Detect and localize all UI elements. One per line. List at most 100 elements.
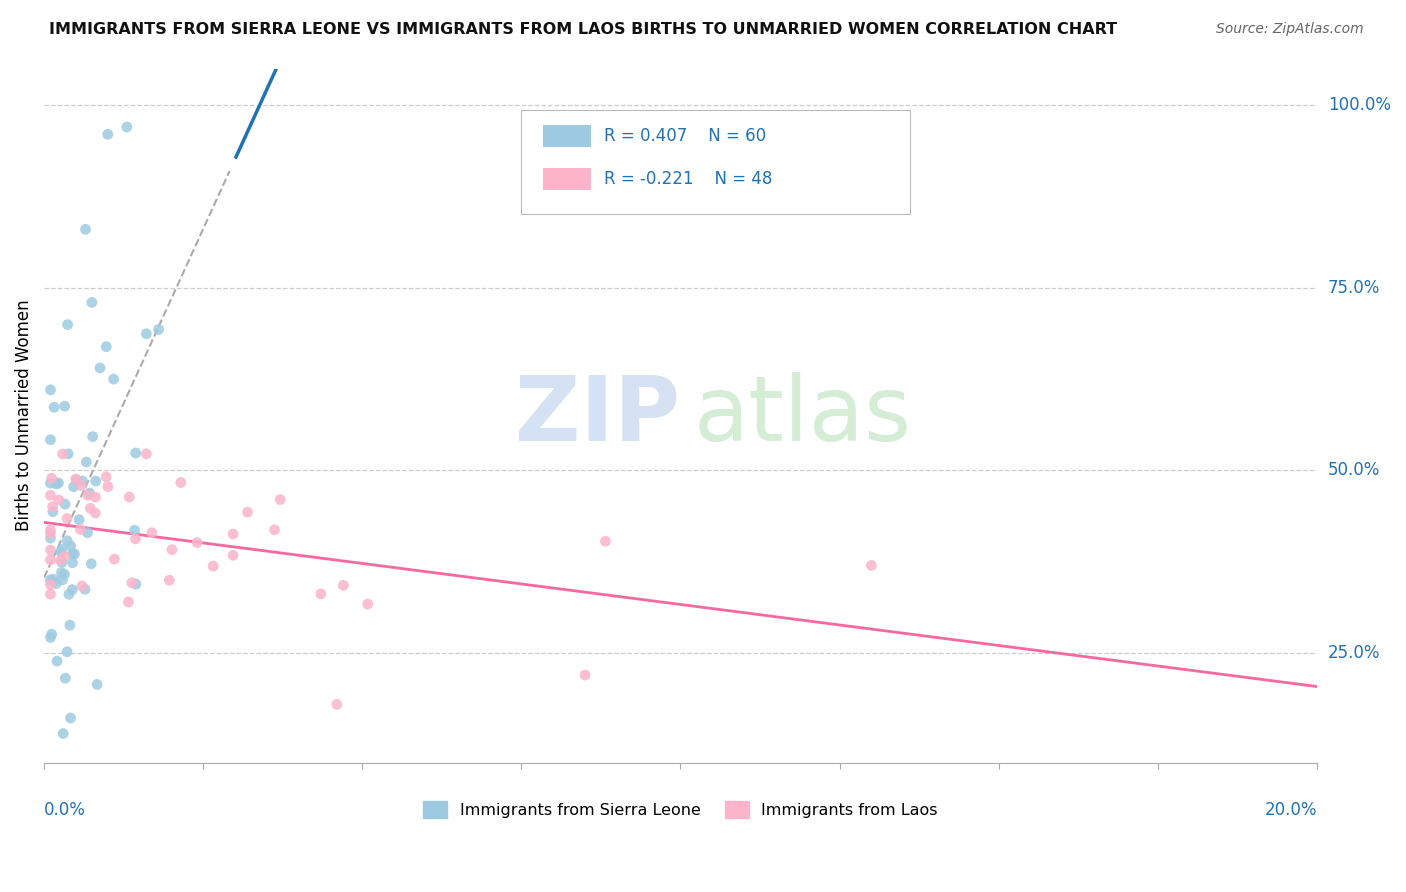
Point bbox=[59, 618, 82, 632]
Point bbox=[160, 542, 183, 557]
Point bbox=[39, 488, 62, 502]
Point bbox=[53, 671, 76, 685]
Point bbox=[263, 523, 285, 537]
Point bbox=[125, 446, 148, 460]
Point bbox=[45, 576, 67, 591]
Point bbox=[60, 547, 83, 561]
Point bbox=[79, 501, 101, 516]
Point bbox=[39, 543, 62, 558]
Point bbox=[97, 480, 120, 494]
Point bbox=[574, 668, 596, 682]
Point bbox=[39, 476, 62, 491]
Point bbox=[80, 557, 103, 571]
Text: atlas: atlas bbox=[693, 372, 911, 459]
Point bbox=[124, 523, 146, 537]
Point bbox=[73, 582, 96, 597]
Point bbox=[52, 447, 75, 461]
Point bbox=[309, 587, 332, 601]
Point bbox=[170, 475, 193, 490]
Point bbox=[269, 492, 291, 507]
Bar bbox=[543, 125, 592, 147]
Point bbox=[222, 549, 245, 563]
Text: ZIP: ZIP bbox=[516, 372, 681, 459]
FancyBboxPatch shape bbox=[522, 111, 910, 214]
Point bbox=[53, 399, 76, 413]
Point bbox=[56, 533, 79, 548]
Point bbox=[48, 475, 70, 490]
Point bbox=[75, 222, 97, 236]
Point bbox=[41, 627, 63, 641]
Point bbox=[53, 567, 76, 582]
Point bbox=[595, 534, 617, 549]
Point bbox=[84, 474, 107, 488]
Point bbox=[51, 573, 73, 587]
Legend: Immigrants from Sierra Leone, Immigrants from Laos: Immigrants from Sierra Leone, Immigrants… bbox=[416, 795, 945, 824]
Point bbox=[72, 474, 94, 488]
Point bbox=[96, 340, 118, 354]
Point bbox=[80, 295, 103, 310]
Point bbox=[222, 527, 245, 541]
Point bbox=[89, 360, 111, 375]
Point bbox=[82, 429, 104, 443]
Point bbox=[186, 535, 208, 549]
Point bbox=[48, 493, 70, 508]
Point bbox=[39, 433, 62, 447]
Point bbox=[117, 595, 139, 609]
Point bbox=[52, 726, 75, 740]
Point bbox=[86, 677, 108, 691]
Point bbox=[103, 372, 125, 386]
Point bbox=[45, 477, 67, 491]
Point bbox=[65, 473, 87, 487]
Point bbox=[94, 470, 117, 484]
Point bbox=[41, 500, 63, 514]
Text: 0.0%: 0.0% bbox=[44, 801, 86, 819]
Point bbox=[56, 645, 79, 659]
Point bbox=[124, 532, 146, 546]
Bar bbox=[543, 168, 592, 190]
Point bbox=[53, 549, 76, 563]
Point bbox=[202, 559, 225, 574]
Point bbox=[53, 497, 76, 511]
Point bbox=[39, 587, 62, 601]
Point bbox=[860, 558, 883, 573]
Text: R = -0.221    N = 48: R = -0.221 N = 48 bbox=[605, 169, 772, 188]
Point bbox=[65, 472, 87, 486]
Point bbox=[135, 326, 157, 341]
Text: 20.0%: 20.0% bbox=[1264, 801, 1317, 819]
Point bbox=[39, 383, 62, 397]
Point bbox=[326, 698, 349, 712]
Point bbox=[41, 471, 63, 485]
Point bbox=[135, 447, 157, 461]
Point bbox=[76, 525, 98, 540]
Point bbox=[58, 587, 80, 601]
Point bbox=[39, 577, 62, 591]
Point bbox=[148, 322, 170, 336]
Point bbox=[63, 547, 86, 561]
Point bbox=[157, 573, 180, 587]
Point bbox=[84, 506, 107, 520]
Point bbox=[56, 318, 79, 332]
Point bbox=[56, 511, 79, 525]
Point bbox=[62, 480, 84, 494]
Point bbox=[70, 478, 93, 492]
Y-axis label: Births to Unmarried Women: Births to Unmarried Women bbox=[15, 300, 32, 532]
Point bbox=[39, 531, 62, 545]
Point bbox=[59, 711, 82, 725]
Text: 75.0%: 75.0% bbox=[1329, 279, 1381, 297]
Point bbox=[236, 505, 259, 519]
Point bbox=[356, 597, 378, 611]
Point bbox=[76, 488, 98, 502]
Text: 50.0%: 50.0% bbox=[1329, 461, 1381, 480]
Point bbox=[49, 545, 72, 559]
Point bbox=[39, 631, 62, 645]
Point bbox=[39, 526, 62, 541]
Point bbox=[60, 582, 83, 597]
Text: R = 0.407    N = 60: R = 0.407 N = 60 bbox=[605, 127, 766, 145]
Point bbox=[58, 447, 80, 461]
Point bbox=[69, 522, 91, 536]
Text: 25.0%: 25.0% bbox=[1329, 644, 1381, 662]
Point bbox=[51, 556, 73, 570]
Point bbox=[75, 455, 97, 469]
Point bbox=[62, 556, 84, 570]
Point bbox=[67, 513, 90, 527]
